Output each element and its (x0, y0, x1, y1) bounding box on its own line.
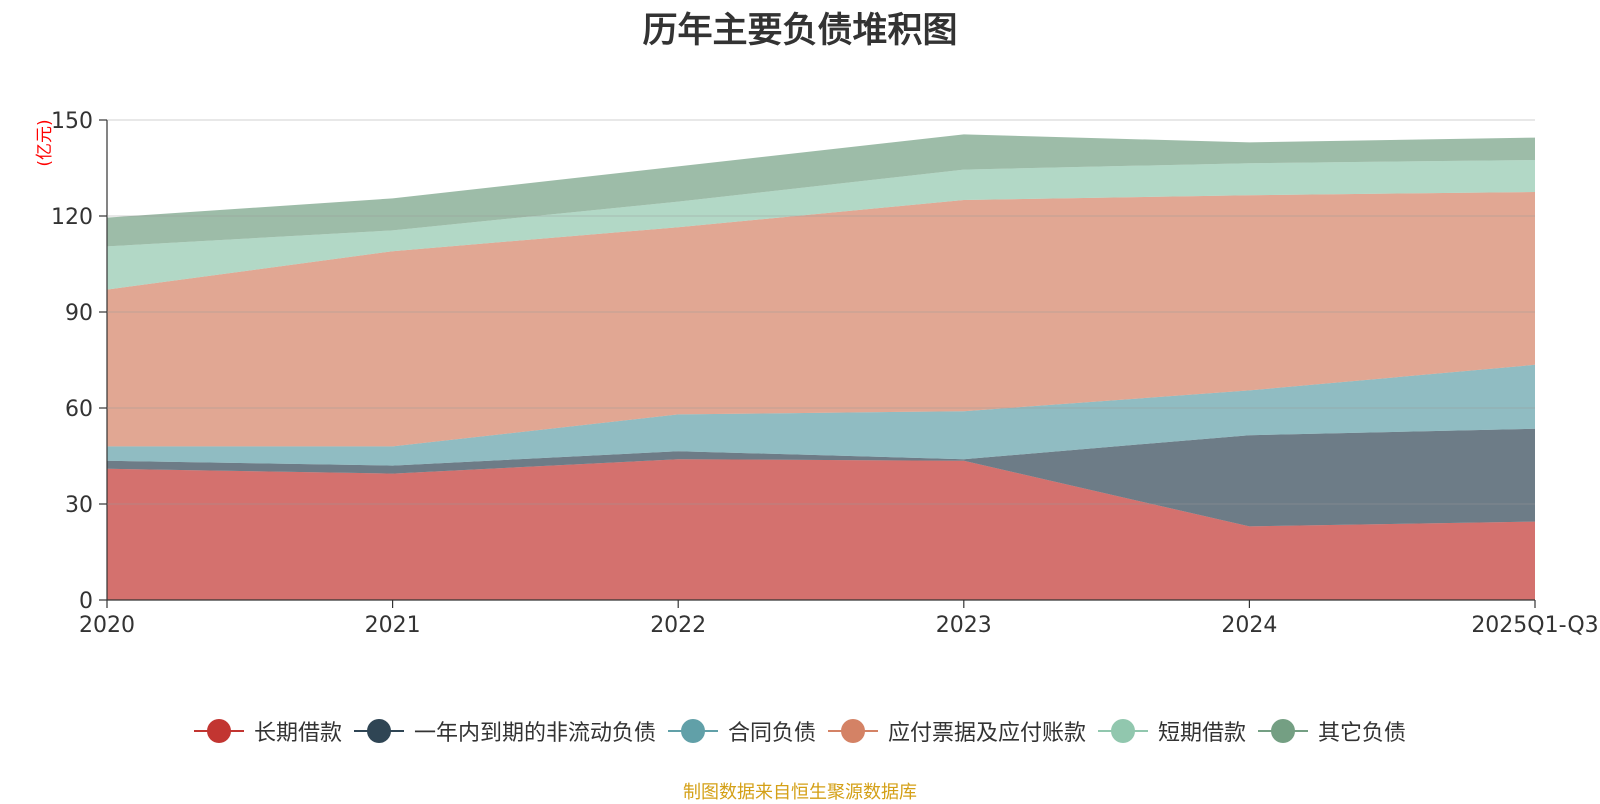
legend-label: 长期借款 (253, 721, 342, 746)
legend-marker-icon (193, 718, 244, 744)
legend-item-5[interactable]: 其它负债 (1258, 715, 1406, 747)
area-series-3 (107, 192, 1535, 447)
chart-title: 历年主要负债堆积图 (642, 11, 958, 51)
stacked-areas (107, 134, 1535, 600)
legend: 长期借款 一年内到期的非流动负债 合同负债 应付票据及应付账款 短期借款 其它负债 (0, 715, 1600, 747)
grid-lines (107, 119, 1535, 505)
x-tick-label-4: 2024 (1221, 613, 1277, 638)
x-tick-label-0: 2020 (79, 613, 135, 638)
legend-item-0[interactable]: 长期借款 (193, 715, 342, 747)
legend-item-4[interactable]: 短期借款 (1098, 715, 1246, 747)
area-series-5 (107, 134, 1535, 247)
y-tick-label-2: 60 (65, 397, 93, 422)
source-note: 制图数据来自恒生聚源数据库 (683, 782, 917, 803)
x-tick-label-2: 2022 (650, 613, 706, 638)
legend-marker-icon (667, 718, 718, 744)
legend-marker-icon (828, 718, 878, 744)
legend-item-2[interactable]: 合同负债 (667, 715, 816, 747)
area-series-4 (107, 160, 1535, 290)
legend-label: 短期借款 (1158, 721, 1247, 746)
legend-marker-icon (353, 718, 404, 744)
legend-item-3[interactable]: 应付票据及应付账款 (828, 715, 1086, 747)
x-tick-label-1: 2021 (365, 613, 421, 638)
y-tick-label-5: 150 (51, 109, 93, 134)
area-series-1 (107, 428, 1535, 527)
x-tick-label-3: 2023 (936, 613, 992, 638)
y-tick-label-1: 30 (65, 493, 93, 518)
x-tick-label-5: 2025Q1-Q3 (1471, 613, 1598, 638)
y-tick-label-0: 0 (79, 589, 93, 614)
y-tick-label-3: 90 (65, 301, 93, 326)
legend-item-1[interactable]: 一年内到期的非流动负债 (353, 715, 656, 747)
legend-marker-icon (1098, 718, 1149, 744)
legend-label: 合同负债 (727, 721, 816, 746)
area-series-0 (107, 459, 1535, 600)
legend-marker-icon (1258, 718, 1309, 744)
y-axis-unit-label: (亿元) (35, 119, 55, 166)
legend-label: 一年内到期的非流动负债 (413, 721, 656, 746)
axes: 0 30 60 90 120 150 2020 2021 2022 2023 2024 2025Q1-… (51, 109, 1599, 638)
y-tick-label-4: 120 (51, 205, 93, 230)
legend-label: 其它负债 (1318, 721, 1407, 746)
area-series-2 (107, 364, 1535, 466)
legend-label: 应付票据及应付账款 (888, 721, 1087, 746)
